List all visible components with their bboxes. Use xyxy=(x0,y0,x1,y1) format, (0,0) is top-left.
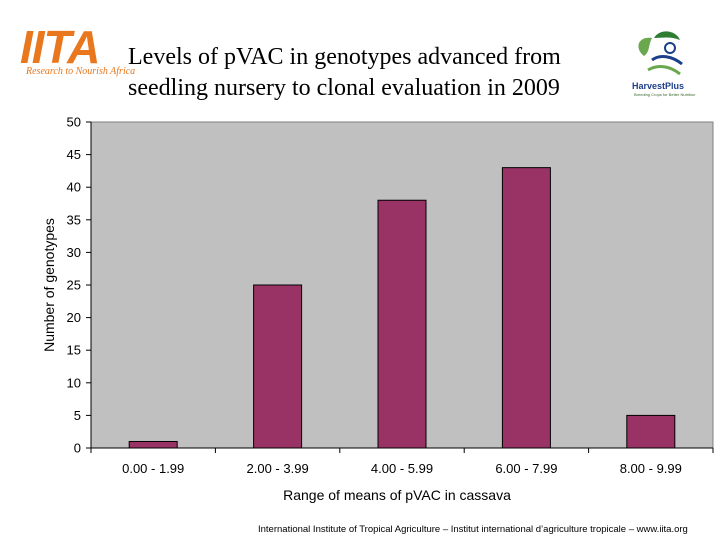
iita-logo-wordmark: IITA xyxy=(20,21,100,73)
harvestplus-wordmark: HarvestPlus xyxy=(632,81,685,91)
iita-logo-tagline: Research to Nourish Africa xyxy=(26,66,136,77)
x-tick-label: 6.00 - 7.99 xyxy=(495,461,557,476)
bar-5 xyxy=(626,414,676,449)
y-tick-label: 10 xyxy=(67,375,81,390)
y-tick-label: 30 xyxy=(67,245,81,260)
y-tick-label: 45 xyxy=(67,147,81,162)
bar-2 xyxy=(253,284,303,449)
bar-3 xyxy=(377,199,427,449)
y-tick-label: 5 xyxy=(74,408,81,423)
y-tick-label: 25 xyxy=(67,278,81,293)
x-tick-label: 8.00 - 9.99 xyxy=(620,461,682,476)
slide-title: Levels of pVAC in genotypes advanced fro… xyxy=(128,42,648,104)
harvestplus-leaf-icon xyxy=(638,31,683,76)
x-tick-label: 4.00 - 5.99 xyxy=(371,461,433,476)
harvestplus-tagline: Breeding Crops for Better Nutrition xyxy=(634,92,696,97)
x-tick-label: 2.00 - 3.99 xyxy=(247,461,309,476)
x-axis-title: Range of means of pVAC in cassava xyxy=(283,487,511,503)
y-tick-label: 40 xyxy=(67,180,81,195)
y-axis-title: Number of genotypes xyxy=(41,218,57,352)
bar-1 xyxy=(128,440,178,449)
footer-text: International Institute of Tropical Agri… xyxy=(258,524,688,535)
slide-title-line-2: seedling nursery to clonal evaluation in… xyxy=(128,75,560,101)
y-tick-label: 15 xyxy=(67,343,81,358)
harvestplus-logo: HarvestPlus Breeding Crops for Better Nu… xyxy=(630,26,720,97)
y-tick-label: 35 xyxy=(67,212,81,227)
y-tick-label: 20 xyxy=(67,310,81,325)
y-tick-label: 50 xyxy=(67,115,81,130)
bar-chart: 0 5 10 15 20 25 30 35 40 45 50 0.00 - 1.99 2.00 - 3.… xyxy=(41,115,714,503)
slide-title-line-1: Levels of pVAC in genotypes advanced fro… xyxy=(128,44,561,70)
y-tick-label: 0 xyxy=(74,441,81,456)
iita-logo: IITA Research to Nourish Africa xyxy=(18,20,148,82)
bar-4 xyxy=(501,167,551,449)
x-tick-label: 0.00 - 1.99 xyxy=(122,461,184,476)
